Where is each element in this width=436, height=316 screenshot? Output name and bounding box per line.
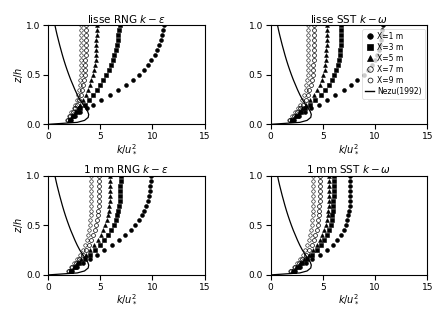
Y-axis label: $z/h$: $z/h$: [12, 217, 24, 233]
Title: lisse RNG $k - \epsilon$: lisse RNG $k - \epsilon$: [87, 13, 166, 25]
Title: 1 mm SST $k - \omega$: 1 mm SST $k - \omega$: [307, 163, 392, 175]
Legend: X=1 m, X=3 m, X=5 m, X=7 m, X=9 m, Nezu(1992): X=1 m, X=3 m, X=5 m, X=7 m, X=9 m, Nezu(…: [362, 29, 425, 99]
Title: lisse SST $k - \omega$: lisse SST $k - \omega$: [310, 13, 388, 25]
Title: 1 mm RNG $k - \epsilon$: 1 mm RNG $k - \epsilon$: [83, 163, 169, 175]
X-axis label: $k/u_*^2$: $k/u_*^2$: [116, 293, 137, 306]
X-axis label: $k/u_*^2$: $k/u_*^2$: [338, 293, 360, 306]
X-axis label: $k/u_*^2$: $k/u_*^2$: [116, 143, 137, 156]
Y-axis label: $z/h$: $z/h$: [12, 67, 24, 83]
X-axis label: $k/u_*^2$: $k/u_*^2$: [338, 143, 360, 156]
